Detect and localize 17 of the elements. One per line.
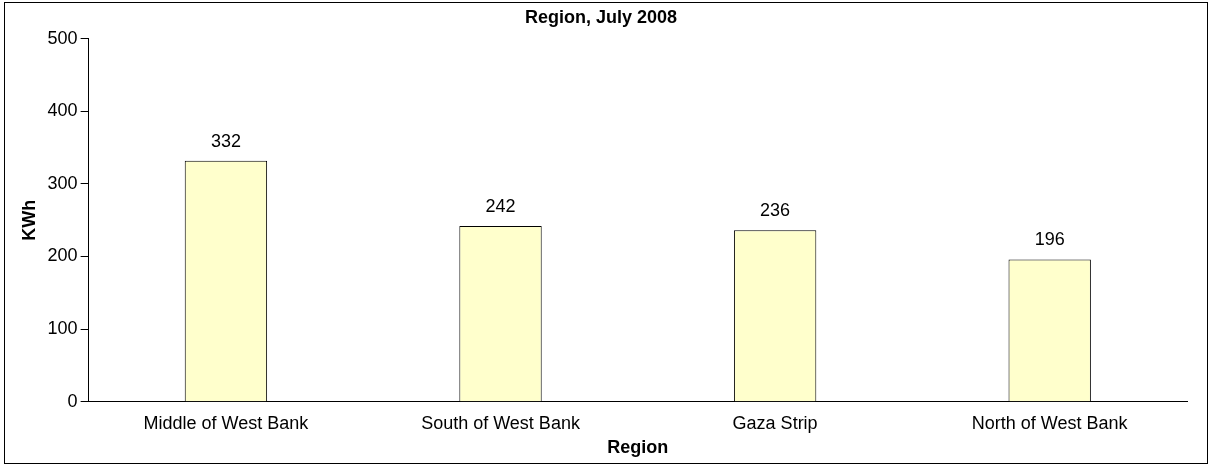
y-tick-label: 500: [47, 27, 78, 48]
y-tick-label: 200: [47, 245, 78, 266]
data-label: 236: [760, 200, 791, 221]
y-tick-label: 100: [47, 318, 78, 339]
data-label: 242: [485, 195, 516, 216]
y-tick-label: 300: [47, 172, 78, 193]
x-tick-label: South of West Bank: [421, 412, 581, 433]
x-tick-label: Middle of West Bank: [143, 412, 310, 433]
y-axis-title: KWh: [18, 199, 39, 241]
chart-title: Region, July 2008: [524, 6, 678, 27]
x-axis-title: Region: [607, 437, 669, 458]
x-tick-label: Gaza Strip: [732, 412, 818, 433]
y-tick-label: 400: [47, 100, 78, 121]
x-tick-label: North of West Bank: [971, 412, 1129, 433]
data-label: 196: [1034, 229, 1065, 250]
data-label: 332: [210, 130, 241, 151]
y-tick-label: 0: [67, 390, 78, 411]
